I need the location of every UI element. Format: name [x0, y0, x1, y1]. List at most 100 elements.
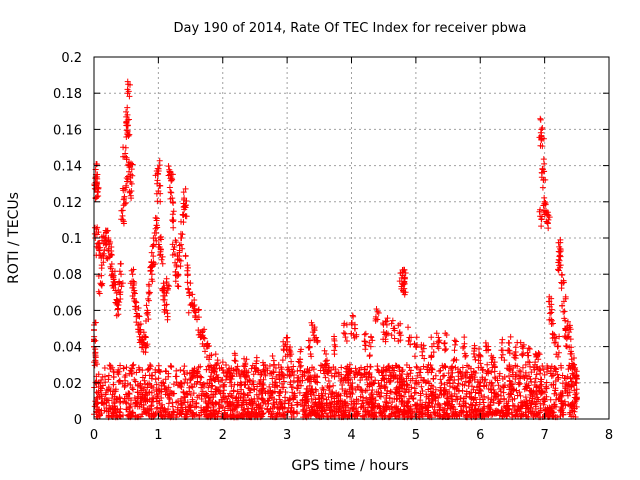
data-point	[152, 261, 159, 268]
data-point	[154, 404, 161, 411]
data-point	[187, 392, 194, 399]
data-point	[362, 342, 369, 349]
data-point	[366, 352, 373, 359]
data-point	[272, 364, 279, 371]
data-point	[433, 330, 440, 337]
data-point	[266, 362, 273, 369]
data-point	[552, 335, 559, 342]
data-point	[344, 365, 351, 372]
data-point	[407, 370, 414, 377]
data-point	[146, 365, 153, 372]
data-point	[270, 357, 277, 364]
data-point	[388, 332, 395, 339]
data-point	[173, 373, 180, 380]
data-point	[178, 384, 185, 391]
data-point	[122, 150, 129, 157]
data-point	[247, 377, 254, 384]
data-point	[347, 390, 354, 397]
x-tick-label: 0	[90, 428, 98, 443]
data-point	[168, 177, 175, 184]
data-point	[176, 249, 183, 256]
data-point	[317, 367, 324, 374]
data-point	[446, 383, 453, 390]
data-point	[113, 290, 120, 297]
data-point	[280, 374, 287, 381]
data-point	[362, 330, 369, 337]
data-point	[185, 407, 192, 414]
data-point	[157, 233, 164, 240]
data-point	[140, 386, 147, 393]
data-point	[532, 389, 539, 396]
data-point	[468, 371, 475, 378]
data-point	[398, 385, 405, 392]
data-point	[500, 389, 507, 396]
data-point	[220, 394, 227, 401]
data-point	[142, 344, 149, 351]
data-point	[377, 393, 384, 400]
data-point	[370, 402, 377, 409]
data-point	[122, 186, 129, 193]
data-point	[573, 386, 580, 393]
data-point	[241, 406, 248, 413]
data-point	[218, 377, 225, 384]
data-point	[401, 408, 408, 415]
data-point	[536, 388, 543, 395]
data-point	[557, 236, 564, 243]
y-tick-label: 0.2	[61, 51, 82, 66]
data-point	[110, 284, 117, 291]
data-point	[116, 394, 123, 401]
data-point	[487, 386, 494, 393]
data-point	[262, 372, 269, 379]
data-point	[113, 312, 120, 319]
data-point	[555, 349, 562, 356]
data-point	[243, 356, 250, 363]
data-point	[372, 397, 379, 404]
data-point	[362, 408, 369, 415]
data-point	[320, 395, 327, 402]
data-point	[182, 404, 189, 411]
data-point	[100, 400, 107, 407]
data-point	[509, 396, 516, 403]
data-point	[308, 378, 315, 385]
data-point	[363, 376, 370, 383]
data-point	[559, 271, 566, 278]
data-point	[392, 413, 399, 420]
y-tick-label: 0	[74, 413, 82, 428]
data-point	[339, 401, 346, 408]
data-point	[525, 409, 532, 416]
data-point	[98, 410, 105, 417]
data-point	[454, 396, 461, 403]
data-point	[110, 381, 117, 388]
data-point	[164, 282, 171, 289]
y-axis-label: ROTI / TECUs	[6, 192, 22, 284]
data-point	[509, 380, 516, 387]
data-point	[133, 319, 140, 326]
data-point	[484, 411, 491, 418]
data-point	[253, 354, 260, 361]
data-point	[186, 403, 193, 410]
data-point	[488, 352, 495, 359]
data-point	[405, 337, 412, 344]
data-point	[338, 364, 345, 371]
data-point	[538, 126, 545, 133]
data-point	[96, 290, 103, 297]
data-point	[342, 387, 349, 394]
data-point	[283, 334, 290, 341]
y-tick-label: 0.08	[53, 268, 82, 283]
data-point	[361, 366, 368, 373]
data-point	[116, 399, 123, 406]
data-point	[351, 374, 358, 381]
data-point	[515, 402, 522, 409]
data-point	[294, 401, 301, 408]
data-point	[253, 365, 260, 372]
data-point	[124, 117, 131, 124]
data-point	[524, 352, 531, 359]
data-point	[403, 362, 410, 369]
data-point	[566, 411, 573, 418]
data-point	[126, 188, 133, 195]
data-point	[566, 382, 573, 389]
data-point	[296, 377, 303, 384]
data-point	[539, 363, 546, 370]
data-point	[316, 394, 323, 401]
data-point	[506, 362, 513, 369]
